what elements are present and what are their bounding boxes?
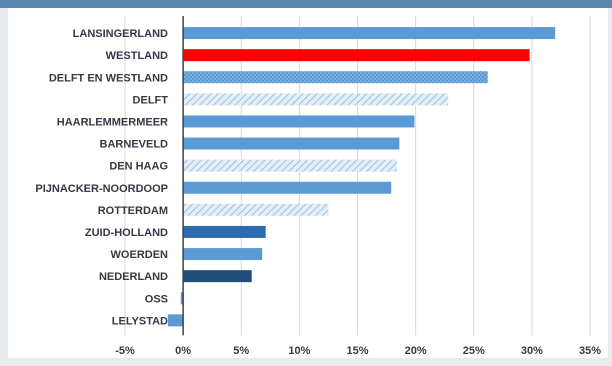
category-labels: LANSINGERLAND WESTLAND DELFT EN WESTLAND DE… bbox=[35, 28, 168, 327]
category-label: BARNEVELD bbox=[100, 139, 169, 151]
category-label: ROTTERDAM bbox=[98, 205, 168, 217]
bar bbox=[183, 93, 449, 106]
bar bbox=[183, 248, 263, 261]
category-label: DELFT EN WESTLAND bbox=[49, 72, 168, 84]
x-tick-label: 20% bbox=[405, 345, 427, 357]
category-label: WESTLAND bbox=[106, 50, 168, 62]
x-tick-label: 30% bbox=[521, 345, 543, 357]
category-label: ZUID-HOLLAND bbox=[85, 227, 168, 239]
category-label: DELFT bbox=[133, 94, 169, 106]
x-tick-label: 5% bbox=[233, 345, 249, 357]
x-tick-label: -5% bbox=[115, 345, 135, 357]
category-label: LELYSTAD bbox=[112, 315, 168, 327]
bar bbox=[183, 159, 398, 172]
category-label: LANSINGERLAND bbox=[73, 28, 168, 40]
bar bbox=[183, 270, 252, 283]
x-tick-labels: -5% 0% 5% 10% 15% 20% 25% 30% 35% bbox=[115, 345, 601, 357]
bar bbox=[183, 137, 400, 150]
bar bbox=[183, 27, 556, 40]
bar bbox=[183, 71, 488, 84]
category-label: PIJNACKER-NOORDOOP bbox=[35, 183, 168, 195]
bar bbox=[183, 115, 415, 128]
bar bbox=[183, 49, 530, 62]
category-label: NEDERLAND bbox=[99, 271, 168, 283]
x-tick-label: 25% bbox=[463, 345, 485, 357]
category-label: DEN HAAG bbox=[109, 161, 168, 173]
category-label: OSS bbox=[145, 293, 168, 305]
category-label: HAARLEMMERMEER bbox=[57, 116, 168, 128]
x-tick-label: 0% bbox=[175, 345, 191, 357]
category-label: WOERDEN bbox=[111, 249, 169, 261]
x-tick-label: 10% bbox=[288, 345, 310, 357]
x-tick-label: 15% bbox=[346, 345, 368, 357]
bars bbox=[168, 27, 556, 327]
gridlines bbox=[124, 16, 591, 336]
bar bbox=[183, 225, 266, 238]
x-tick-label: 35% bbox=[579, 345, 601, 357]
bar bbox=[180, 292, 184, 305]
bar bbox=[183, 181, 392, 194]
bar bbox=[168, 314, 184, 327]
bar bbox=[183, 203, 329, 216]
window-top-bar bbox=[0, 0, 612, 8]
